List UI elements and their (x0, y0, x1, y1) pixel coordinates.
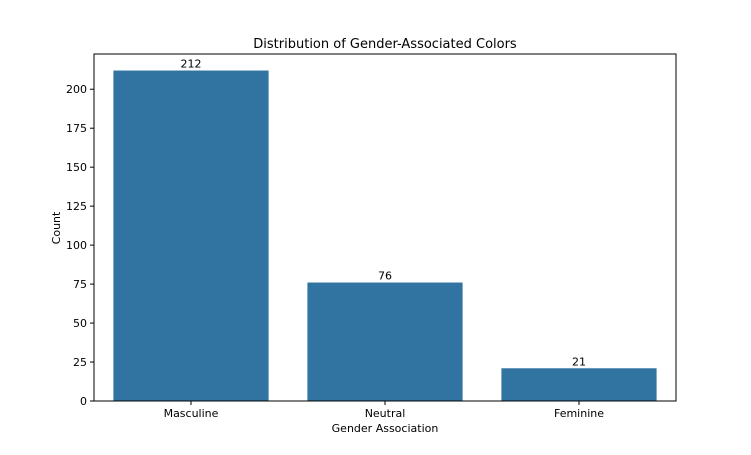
y-tick-label: 0 (80, 395, 87, 408)
plot-area-frame (93, 53, 677, 402)
y-tick-label: 25 (73, 356, 87, 369)
y-tick-label: 75 (73, 278, 87, 291)
data-labels-layer: 212 76 21 (181, 58, 587, 369)
x-axis-label: Gender Association (332, 422, 439, 435)
bar-feminine (501, 368, 657, 401)
y-tick-label: 50 (73, 317, 87, 330)
y-tick-label: 125 (66, 200, 87, 213)
bar-masculine (113, 70, 269, 402)
y-tick-label: 175 (66, 122, 87, 135)
data-label-feminine: 21 (572, 355, 586, 368)
bars-layer (113, 70, 657, 402)
chart-title: Distribution of Gender-Associated Colors (253, 37, 517, 52)
y-axis-label: Count (50, 211, 63, 244)
y-tick-label: 150 (66, 161, 87, 174)
bar-neutral (307, 282, 463, 401)
x-tick-label-neutral: Neutral (365, 407, 406, 420)
y-tick-label: 200 (66, 83, 87, 96)
data-label-masculine: 212 (181, 58, 202, 71)
data-label-neutral: 76 (378, 270, 392, 283)
x-tick-label-masculine: Masculine (164, 407, 219, 420)
y-tick-label: 100 (66, 239, 87, 252)
x-axis: Masculine Neutral Feminine (164, 401, 604, 420)
y-axis: 0 25 50 75 100 125 150 175 200 (66, 83, 94, 408)
x-tick-label-feminine: Feminine (554, 407, 604, 420)
